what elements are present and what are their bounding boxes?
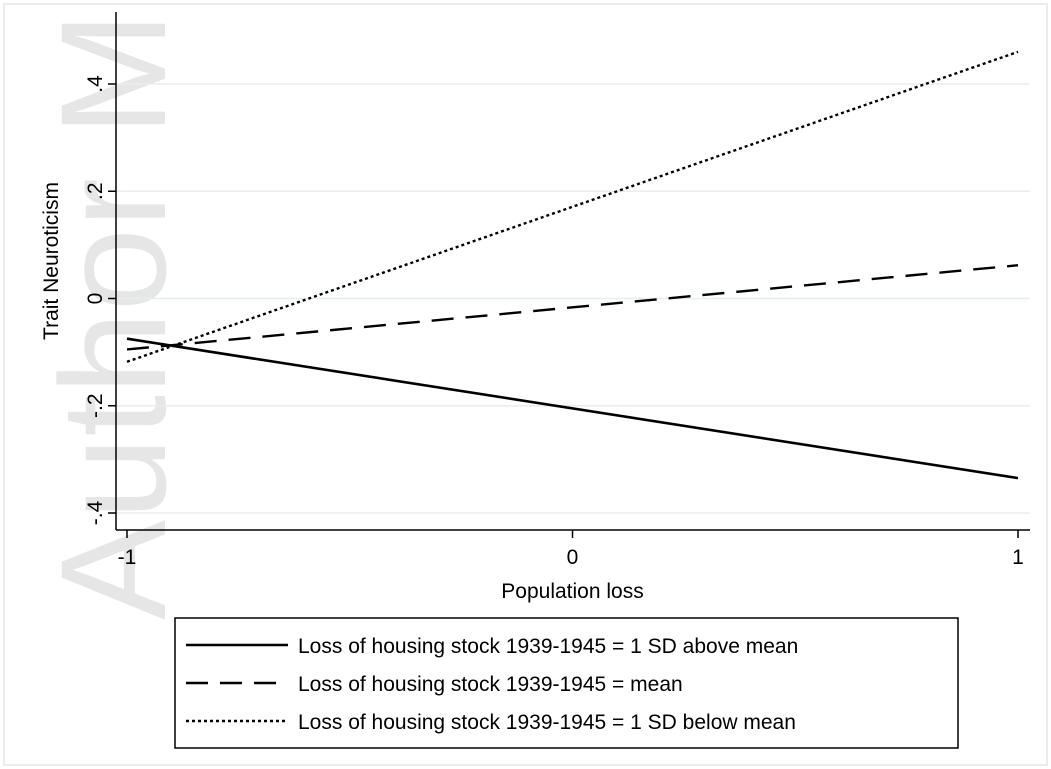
x-axis-title: Population loss (501, 580, 643, 603)
series-line-dotted (126, 50, 1019, 363)
legend-box (174, 617, 959, 749)
x-ticks: -1 0 1 (118, 530, 1024, 569)
y-tick-label-2: 0 (84, 293, 107, 305)
legend-label-dashed: Loss of housing stock 1939-1945 = mean (298, 673, 683, 696)
legend-label-solid: Loss of housing stock 1939-1945 = 1 SD a… (298, 635, 798, 658)
x-tick-label-0: -1 (118, 546, 137, 569)
series-line-dashed (126, 264, 1019, 351)
y-tick-label-1: -.2 (84, 393, 107, 418)
y-tick-label-3: .2 (84, 182, 107, 200)
x-tick-label-2: 1 (1012, 546, 1024, 569)
series-line-solid (126, 337, 1019, 480)
y-tick-label-0: -.4 (84, 500, 107, 525)
grid (116, 83, 1030, 514)
watermark-text: Author M (29, 11, 197, 620)
y-tick-label-4: .4 (84, 75, 107, 93)
series-lines (126, 50, 1019, 480)
legend: Loss of housing stock 1939-1945 = 1 SD a… (174, 617, 959, 749)
chart-frame (3, 3, 1048, 766)
y-ticks: -.4 -.2 0 .2 .4 (84, 75, 116, 525)
x-tick-label-1: 0 (567, 546, 579, 569)
axes (115, 12, 1030, 531)
y-axis-title: Trait Neuroticism (40, 182, 63, 340)
legend-label-dotted: Loss of housing stock 1939-1945 = 1 SD b… (298, 711, 796, 734)
